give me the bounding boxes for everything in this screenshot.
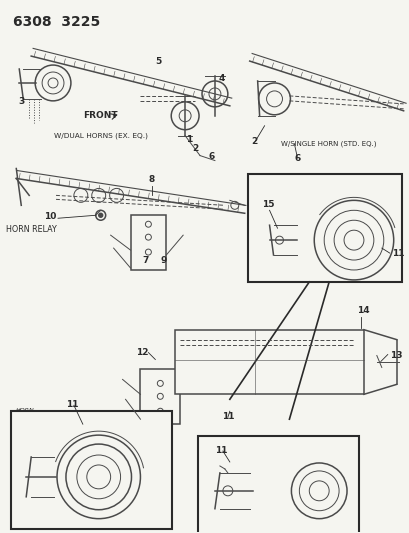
Text: FRONT: FRONT [83, 111, 118, 120]
Circle shape [99, 213, 102, 217]
Bar [140, 369, 180, 424]
Text: 1: 1 [186, 135, 192, 144]
Text: 2: 2 [191, 143, 198, 152]
Text: 10: 10 [43, 212, 56, 221]
Bar [198, 436, 358, 533]
Text: 14: 14 [356, 306, 369, 315]
Text: 8: 8 [148, 175, 154, 184]
Bar [11, 411, 172, 529]
Bar [175, 330, 363, 394]
Text: 12: 12 [136, 348, 148, 357]
Text: HORN RELAY: HORN RELAY [7, 225, 57, 234]
Text: 9: 9 [160, 256, 166, 265]
Text: 11: 11 [391, 249, 403, 258]
Text: W/SINGLE HORN (STD. EQ.): W/SINGLE HORN (STD. EQ.) [281, 141, 376, 147]
Text: 13: 13 [389, 351, 401, 360]
Text: 5: 5 [155, 57, 161, 66]
FancyBboxPatch shape [130, 215, 166, 270]
Text: 4: 4 [218, 74, 225, 83]
Text: HORN: HORN [16, 408, 35, 413]
Text: 6: 6 [208, 151, 215, 160]
Text: 7: 7 [142, 256, 148, 265]
Bar [247, 174, 401, 282]
Text: 11: 11 [221, 412, 234, 421]
Text: 6: 6 [294, 154, 300, 163]
Text: 11: 11 [214, 446, 227, 455]
Text: 11: 11 [66, 400, 78, 409]
Text: 6308  3225: 6308 3225 [13, 15, 100, 29]
Text: 15: 15 [261, 200, 274, 209]
Text: 3: 3 [18, 97, 24, 106]
Text: W/DUAL HORNS (EX. EQ.): W/DUAL HORNS (EX. EQ.) [54, 133, 147, 139]
Text: 2: 2 [251, 136, 257, 146]
